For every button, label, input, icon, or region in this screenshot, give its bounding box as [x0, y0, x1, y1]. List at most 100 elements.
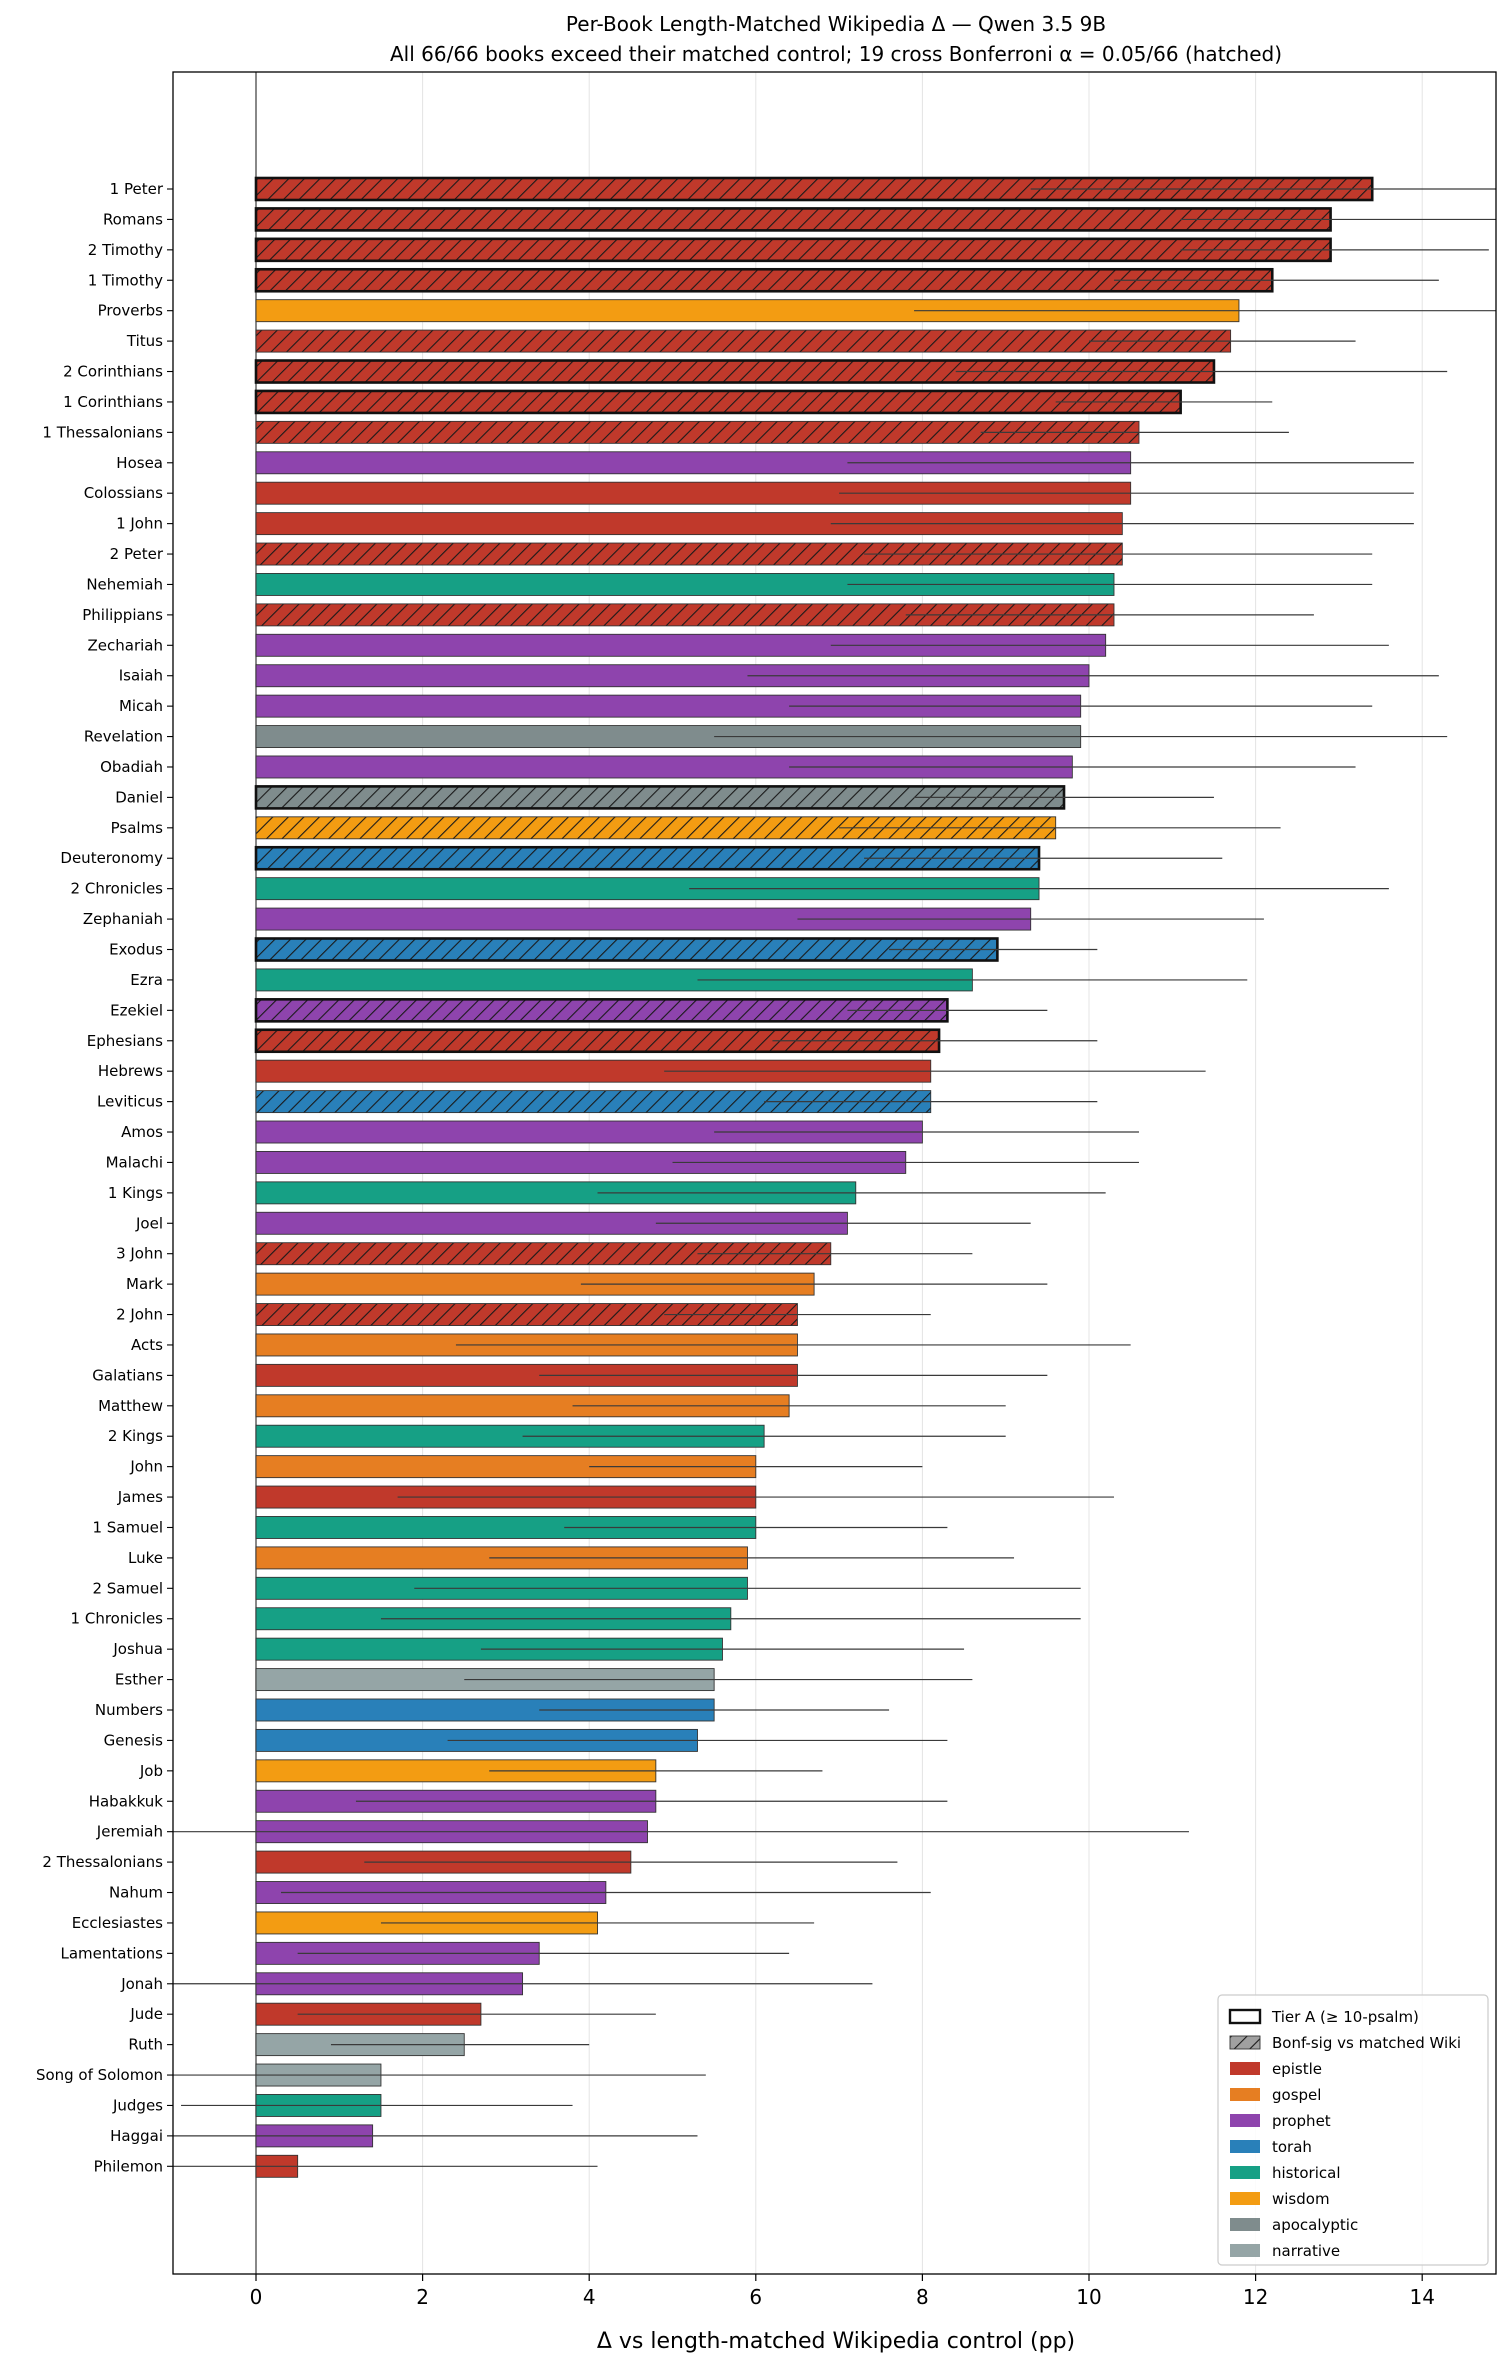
bar-fill — [256, 1181, 856, 1204]
y-tick-label: 1 Samuel — [92, 1518, 163, 1536]
y-tick-label: Jonah — [120, 1975, 163, 1993]
bar-fill — [256, 1151, 906, 1174]
y-tick-label: Zephaniah — [83, 910, 163, 928]
y-tick-label: Genesis — [104, 1731, 164, 1749]
bar-fill — [256, 664, 1089, 687]
legend-label: wisdom — [1272, 2190, 1330, 2208]
legend-label: historical — [1272, 2164, 1341, 2182]
bar-hatch — [256, 999, 948, 1022]
y-tick-label: Zechariah — [88, 636, 163, 654]
bar-titus — [255, 329, 1232, 353]
bar-fill — [256, 1364, 798, 1387]
bar-hatch — [256, 208, 1331, 231]
legend-frame — [1217, 1994, 1489, 2266]
x-axis-label: Δ vs length-matched Wikipedia control (p… — [597, 2329, 1075, 2354]
bar-daniel — [254, 785, 1066, 810]
chart-title: Per-Book Length-Matched Wikipedia Δ — Qw… — [566, 12, 1106, 36]
x-tick-label: 0 — [250, 2285, 263, 2309]
legend-swatch — [1230, 2166, 1260, 2179]
y-tick-label: 1 Kings — [108, 1184, 163, 1202]
legend-swatch — [1230, 2140, 1260, 2153]
legend-item-apocalyptic: apocalyptic — [1230, 2216, 1358, 2234]
bar-hatch — [256, 421, 1139, 444]
y-tick-label: Malachi — [106, 1153, 163, 1171]
y-tick-label: 1 Peter — [110, 180, 164, 198]
legend-item-epistle: epistle — [1230, 2060, 1322, 2078]
y-tick-label: Daniel — [115, 788, 163, 806]
bar-fill — [256, 1121, 923, 1144]
bar-fill — [256, 634, 1106, 657]
bar-1-thessalonians — [255, 420, 1140, 444]
x-tick-label: 10 — [1076, 2285, 1101, 2309]
bar-3-john — [255, 1242, 832, 1266]
legend: Tier A (≥ 10-psalm) Bonf-sig vs matched W… — [1217, 1994, 1489, 2266]
plot-frame — [172, 71, 1497, 2275]
bar-hatch — [256, 543, 1123, 566]
bar-fill — [256, 877, 1040, 900]
bar-fill — [256, 1212, 848, 1235]
y-tick-label: Ruth — [128, 2036, 163, 2054]
x-tick-label: 12 — [1243, 2285, 1268, 2309]
bar-fill — [256, 451, 1131, 474]
bar-hatch — [256, 603, 1114, 626]
y-tick-label: Habakkuk — [89, 1792, 164, 1810]
y-tick-label: Amos — [121, 1123, 163, 1141]
legend-item-gospel: gospel — [1230, 2086, 1321, 2104]
y-tick-label: Mark — [126, 1275, 163, 1293]
chart-subtitle: All 66/66 books exceed their matched con… — [390, 42, 1282, 66]
y-axis-ticks: 1 Peter Romans 2 Timothy 1 Timothy Proverbs T… — [36, 180, 173, 2175]
y-tick-label: 2 Timothy — [88, 241, 163, 259]
legend-swatch — [1230, 2114, 1260, 2127]
bar-fill — [256, 1425, 765, 1448]
legend-item-tier: Tier A (≥ 10-psalm) — [1228, 2008, 1419, 2026]
y-tick-label: Esther — [115, 1671, 164, 1689]
legend-label: prophet — [1272, 2112, 1331, 2130]
y-tick-label: Colossians — [84, 484, 163, 502]
bars — [254, 176, 1374, 2178]
y-tick-label: 1 Corinthians — [63, 393, 163, 411]
bar-fill — [256, 695, 1081, 718]
legend-label: apocalyptic — [1272, 2216, 1358, 2234]
y-tick-label: Jeremiah — [96, 1823, 163, 1841]
y-tick-label: Nahum — [109, 1884, 163, 1902]
legend-item-historical: historical — [1230, 2164, 1341, 2182]
bar-2-timothy — [254, 237, 1332, 263]
y-tick-label: John — [129, 1458, 163, 1476]
y-tick-label: Deuteronomy — [60, 849, 163, 867]
y-tick-label: Luke — [128, 1549, 163, 1567]
legend-swatch — [1230, 2088, 1260, 2101]
y-tick-label: Psalms — [111, 819, 164, 837]
bar-fill — [256, 1699, 715, 1721]
bar-fill — [256, 512, 1123, 535]
bar-hatch — [256, 816, 1056, 839]
y-tick-label: 2 Thessalonians — [42, 1853, 163, 1871]
legend-label: gospel — [1272, 2086, 1321, 2104]
y-tick-label: Haggai — [110, 2127, 163, 2145]
y-tick-label: 2 Peter — [110, 545, 164, 563]
bar-hatch — [256, 786, 1065, 809]
y-tick-label: Exodus — [109, 941, 163, 959]
y-tick-label: Nehemiah — [86, 575, 163, 593]
bar-2-john — [255, 1303, 798, 1326]
legend-swatch — [1228, 2008, 1262, 2025]
bar-hatch — [256, 390, 1181, 413]
bar-hatch — [256, 269, 1273, 292]
x-tick-label: 4 — [583, 2285, 596, 2309]
bar-1-corinthians — [254, 389, 1182, 415]
y-tick-label: Ezra — [130, 971, 163, 989]
bar-hatch — [256, 1242, 831, 1265]
y-tick-label: Jude — [129, 2005, 163, 2023]
bar-hatch — [256, 178, 1373, 200]
y-tick-label: 1 John — [116, 515, 163, 533]
y-tick-label: Song of Solomon — [36, 2066, 163, 2084]
x-axis-ticks: 0 2 4 6 8 10 12 14 — [250, 2274, 1435, 2309]
y-tick-label: Hosea — [116, 454, 163, 472]
y-tick-label: Philemon — [94, 2157, 163, 2175]
bar-fill — [256, 573, 1114, 596]
y-tick-label: Matthew — [98, 1397, 163, 1415]
bar-fill — [256, 1273, 815, 1296]
bar-ezekiel — [254, 998, 949, 1023]
bar-hatch — [256, 330, 1231, 353]
bar-2-peter — [255, 542, 1123, 566]
